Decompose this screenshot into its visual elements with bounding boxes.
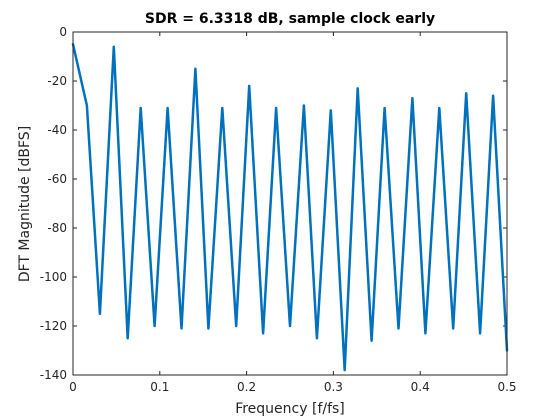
y-tick-label: -40 (47, 123, 67, 137)
x-axis-label: Frequency [f/fs] (235, 401, 345, 417)
x-tick-label: 0.3 (324, 380, 343, 394)
plot-frame (72, 31, 508, 376)
y-tick-label: -140 (40, 368, 67, 382)
x-tick-label: 0.2 (237, 380, 256, 394)
x-tick-label: 0 (69, 380, 77, 394)
y-tick-label: -120 (40, 319, 67, 333)
y-axis-label: DFT Magnitude [dBFS] (17, 126, 33, 282)
y-tick-label: -100 (40, 270, 67, 284)
tick-layer: 0 0.1 0.2 0.3 0.4 0.5 0 -20 -40 -60 -80 -100 -120 -14… (40, 25, 517, 394)
x-tick-label: 0.4 (411, 380, 430, 394)
y-tick-label: 0 (59, 25, 67, 39)
y-tick-label: -60 (47, 172, 67, 186)
x-tick-label: 0.5 (497, 380, 516, 394)
chart-title: SDR = 6.3318 dB, sample clock early (145, 11, 435, 27)
data-layer (71, 43, 509, 372)
x-tick-label: 0.1 (150, 380, 169, 394)
series-line (71, 43, 509, 372)
y-tick-label: -20 (47, 74, 67, 88)
y-tick-label: -80 (47, 221, 67, 235)
